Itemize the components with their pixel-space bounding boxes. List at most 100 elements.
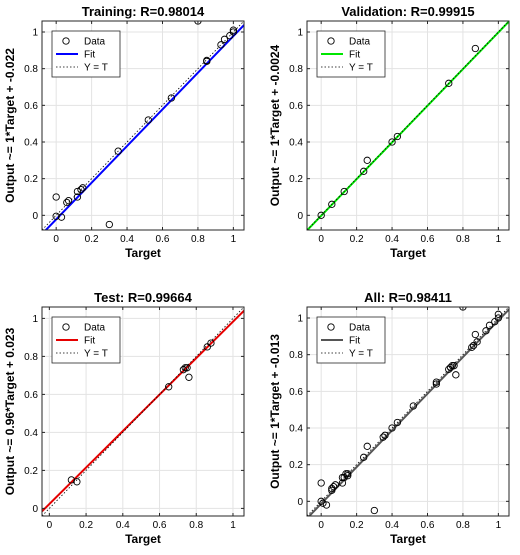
y-axis-label: Output ~= 1*Target + -0.0024 bbox=[268, 44, 282, 206]
plot-content bbox=[42, 307, 244, 516]
legend-ideal-label: Y = T bbox=[84, 63, 108, 74]
x-tick-label: 0 bbox=[47, 520, 53, 531]
x-tick-label: 0.2 bbox=[79, 520, 93, 531]
data-point bbox=[207, 339, 215, 347]
data-point bbox=[344, 470, 352, 478]
x-tick-label: 0.8 bbox=[189, 520, 203, 531]
x-tick-label: 1 bbox=[496, 234, 502, 245]
data-point bbox=[220, 35, 229, 43]
data-point bbox=[73, 193, 82, 201]
data-point bbox=[342, 470, 350, 478]
y-tick-label: 0.4 bbox=[24, 138, 38, 149]
data-point bbox=[229, 26, 238, 34]
data-point bbox=[445, 79, 453, 87]
legend: Data Fit Y = T bbox=[51, 316, 121, 364]
data-point bbox=[194, 21, 202, 25]
data-point bbox=[388, 138, 396, 146]
plot-content bbox=[307, 21, 509, 230]
y-axis-label: Output ~= 1*Target + -0.022 bbox=[3, 48, 17, 203]
plot-panel-3: 00 0.2 0.2 0.4 0.4 0.6 0.6 0.8 0.8 1 1 Test: R=0.99… bbox=[3, 290, 245, 546]
data-point bbox=[322, 501, 331, 509]
axes-box bbox=[41, 306, 245, 517]
data-point bbox=[52, 193, 60, 201]
y-tick-label: 0.2 bbox=[24, 466, 38, 477]
data-point bbox=[328, 486, 336, 494]
y-tick-label: 0.6 bbox=[24, 101, 38, 112]
legend-fit-label: Fit bbox=[349, 336, 360, 347]
data-point bbox=[452, 371, 460, 379]
data-point bbox=[105, 220, 113, 229]
data-point bbox=[185, 373, 193, 381]
data-point bbox=[317, 211, 325, 219]
data-point bbox=[363, 442, 371, 450]
x-axis-label: Target bbox=[390, 246, 426, 260]
data-point bbox=[340, 187, 348, 196]
fit-line bbox=[42, 309, 244, 513]
x-tick-label: 0.4 bbox=[120, 234, 134, 245]
y-tick-label: 0 bbox=[297, 211, 303, 222]
plot-panel-2: 0 0 0.2 0.2 0.4 0.4 0.6 0.6 0.8 0.8 1 1 Validation: … bbox=[268, 4, 510, 260]
plot-title: Test: R=0.99664 bbox=[94, 290, 192, 305]
plot-panel-4: 0 0 0.2 0.2 0.4 0.4 0.6 0.6 0.8 0.8 1 1 All: R=0.984… bbox=[268, 290, 510, 546]
legend-fit-label: Fit bbox=[349, 50, 360, 61]
y-tick-label: 0.6 bbox=[24, 390, 38, 401]
data-point bbox=[73, 187, 82, 196]
data-point bbox=[494, 314, 503, 322]
plot-title: Validation: R=0.99915 bbox=[341, 4, 474, 19]
data-point bbox=[370, 506, 378, 515]
x-tick-label: 1 bbox=[496, 520, 502, 531]
y-tick-label: 0.6 bbox=[289, 101, 303, 112]
data-point bbox=[183, 364, 191, 372]
legend-data-marker bbox=[62, 37, 70, 45]
data-point bbox=[229, 28, 238, 36]
data-point bbox=[73, 478, 81, 486]
x-tick-label: 1 bbox=[230, 520, 236, 531]
legend-data-marker bbox=[327, 323, 335, 331]
data-point bbox=[446, 363, 455, 372]
x-axis-label: Target bbox=[390, 532, 426, 546]
data-point bbox=[360, 167, 368, 175]
data-point bbox=[63, 198, 71, 207]
data-point bbox=[473, 338, 481, 346]
y-tick-label: 0.6 bbox=[289, 387, 303, 398]
y-tick-label: 0 bbox=[32, 504, 38, 515]
data-point bbox=[393, 418, 402, 427]
plot-content bbox=[42, 21, 244, 230]
data-point bbox=[114, 147, 122, 155]
y-tick-label: 1 bbox=[297, 28, 303, 39]
y-axis-label: Output ~= 1*Target + -0.013 bbox=[268, 334, 282, 489]
data-point bbox=[329, 483, 338, 491]
x-axis-label: Target bbox=[125, 246, 161, 260]
y-tick-label: 0.8 bbox=[24, 352, 38, 363]
x-axis-label: Target bbox=[125, 532, 161, 546]
data-point bbox=[471, 330, 479, 339]
legend-ideal-label: Y = T bbox=[84, 349, 108, 360]
legend: Data Fit Y = T bbox=[316, 316, 386, 364]
ideal-line bbox=[307, 307, 509, 516]
data-point bbox=[317, 497, 325, 505]
data-point bbox=[317, 479, 325, 487]
data-point bbox=[468, 343, 476, 351]
legend-data-label: Data bbox=[84, 37, 106, 48]
plot-title: Training: R=0.98014 bbox=[82, 4, 205, 19]
x-tick-label: 0.8 bbox=[191, 234, 205, 245]
data-point bbox=[393, 132, 402, 141]
y-tick-label: 0.8 bbox=[289, 350, 303, 361]
data-point bbox=[79, 184, 87, 192]
legend-data-label: Data bbox=[84, 323, 106, 334]
y-tick-label: 0.2 bbox=[289, 460, 303, 471]
y-tick-label: 0.8 bbox=[24, 64, 38, 75]
legend-data-marker bbox=[62, 323, 70, 331]
legend: Data Fit Y = T bbox=[51, 30, 121, 78]
data-point bbox=[381, 431, 389, 439]
data-point bbox=[331, 481, 340, 489]
x-tick-label: 0 bbox=[318, 234, 324, 245]
y-tick-label: 0 bbox=[32, 211, 38, 222]
data-point bbox=[448, 362, 456, 370]
legend-data-label: Data bbox=[349, 37, 371, 48]
x-tick-label: 0 bbox=[53, 234, 59, 245]
x-tick-label: 0.4 bbox=[116, 520, 130, 531]
data-point bbox=[450, 362, 458, 370]
data-point bbox=[338, 479, 347, 487]
